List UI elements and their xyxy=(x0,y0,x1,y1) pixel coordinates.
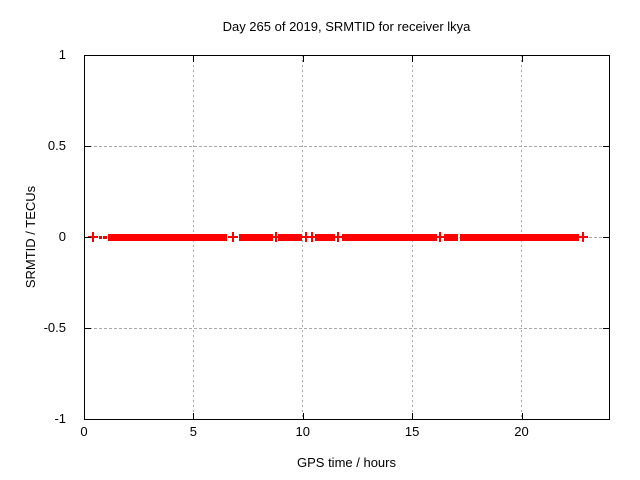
data-segment xyxy=(460,233,580,241)
x-tick-top xyxy=(193,56,194,62)
x-tick-bottom xyxy=(84,413,85,419)
plus-vertical-arm xyxy=(305,232,307,242)
y-tick-label: -0.5 xyxy=(43,320,66,335)
data-segment xyxy=(108,233,228,241)
x-tick-label: 0 xyxy=(80,424,88,439)
data-point-plus xyxy=(88,232,98,242)
chart-title: Day 265 of 2019, SRMTID for receiver lky… xyxy=(222,19,471,34)
y-tick-left xyxy=(85,328,91,329)
data-segment xyxy=(315,233,335,241)
x-tick-bottom xyxy=(522,413,523,419)
data-segment xyxy=(341,233,438,241)
data-point-plus xyxy=(578,232,588,242)
x-tick-top xyxy=(303,56,304,62)
x-tick-top xyxy=(412,56,413,62)
x-tick-bottom xyxy=(193,413,194,419)
data-point-plus xyxy=(228,232,238,242)
y-tick-label: 1 xyxy=(58,47,66,62)
x-tick-bottom xyxy=(303,413,304,419)
x-tick-label: 15 xyxy=(404,424,420,439)
data-segment xyxy=(103,235,107,239)
gridline-horizontal xyxy=(84,145,609,147)
y-tick-right xyxy=(603,328,609,329)
data-point-plus xyxy=(435,232,445,242)
plot-border xyxy=(84,55,610,420)
x-tick-label: 5 xyxy=(189,424,197,439)
data-segment xyxy=(278,233,303,241)
data-point-plus xyxy=(307,232,317,242)
data-segment xyxy=(238,233,274,241)
x-tick-label: 10 xyxy=(295,424,310,439)
plus-vertical-arm xyxy=(275,232,277,242)
x-tick-top xyxy=(84,56,85,62)
y-tick-right xyxy=(603,55,609,56)
plus-vertical-arm xyxy=(337,232,339,242)
plus-vertical-arm xyxy=(439,232,441,242)
y-tick-label: -1 xyxy=(54,411,66,426)
data-point-plus xyxy=(333,232,343,242)
y-tick-right xyxy=(603,419,609,420)
data-segment xyxy=(443,233,458,241)
data-segment xyxy=(99,235,102,239)
y-tick-label: 0 xyxy=(58,229,66,244)
x-tick-top xyxy=(522,56,523,62)
y-tick-left xyxy=(85,419,91,420)
x-axis-label: GPS time / hours xyxy=(297,455,396,470)
y-tick-right xyxy=(603,146,609,147)
data-point-plus xyxy=(301,232,311,242)
data-point-plus xyxy=(271,232,281,242)
y-tick-left xyxy=(85,237,91,238)
y-tick-label: 0.5 xyxy=(47,138,66,153)
plus-vertical-arm xyxy=(232,232,234,242)
y-tick-left xyxy=(85,55,91,56)
x-tick-label: 20 xyxy=(514,424,529,439)
y-tick-left xyxy=(85,146,91,147)
plus-vertical-arm xyxy=(311,232,313,242)
x-tick-bottom xyxy=(412,413,413,419)
plus-vertical-arm xyxy=(582,232,584,242)
y-tick-right xyxy=(603,237,609,238)
plus-vertical-arm xyxy=(92,232,94,242)
gridline-horizontal xyxy=(84,327,609,329)
